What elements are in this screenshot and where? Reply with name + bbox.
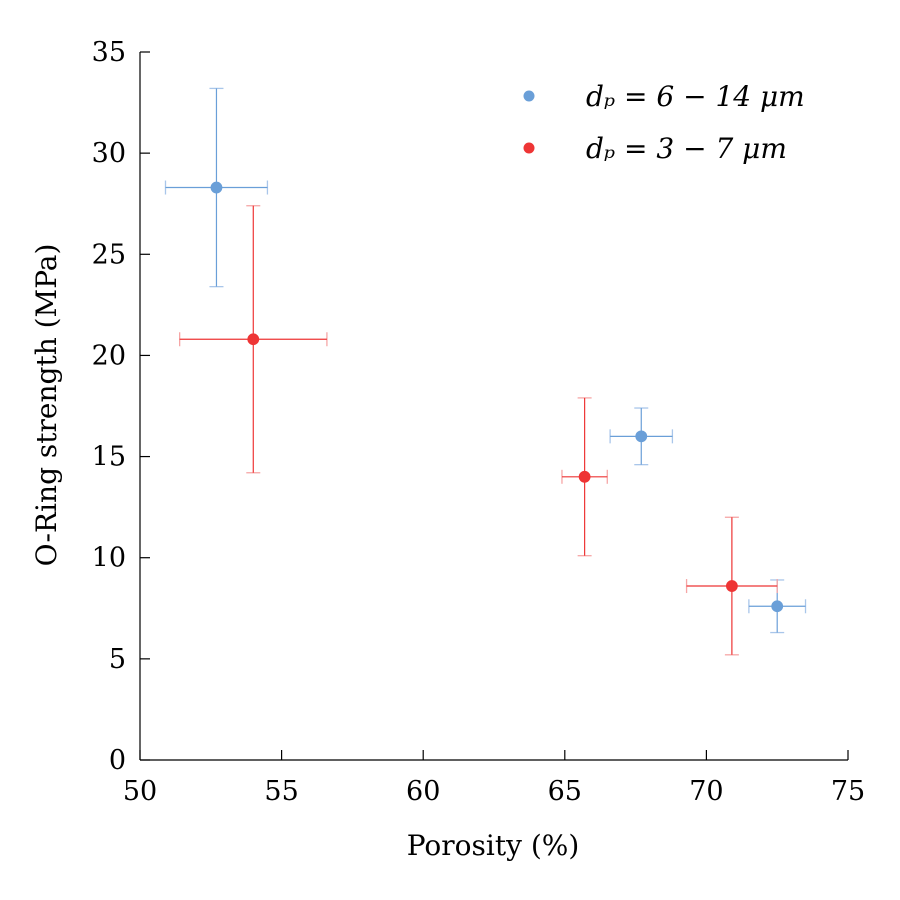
legend-label: dₚ = 3 − 7 μm [586, 132, 787, 165]
series-0 [164, 87, 807, 634]
y-axis-title: O-Ring strength (MPa) [30, 244, 63, 567]
x-tick-label: 60 [406, 776, 440, 807]
y-tick-label: 15 [92, 442, 126, 473]
data-point [635, 430, 648, 443]
legend-label: dₚ = 6 − 14 μm [586, 80, 805, 113]
x-tick-label: 65 [548, 776, 582, 807]
y-tick-label: 5 [109, 644, 126, 675]
x-tick-label: 55 [264, 776, 298, 807]
data-point [210, 181, 223, 194]
y-tick-label: 25 [92, 239, 126, 270]
series-1 [178, 205, 778, 656]
data-marks [164, 87, 807, 656]
legend-marker [523, 90, 535, 102]
x-axis-title: Porosity (%) [407, 829, 580, 862]
y-tick-label: 30 [92, 138, 126, 169]
x-tick-label: 70 [689, 776, 723, 807]
x-tick-label: 75 [831, 776, 865, 807]
y-tick-label: 10 [92, 543, 126, 574]
data-point [578, 470, 591, 483]
y-tick-label: 20 [92, 340, 126, 371]
legend-marker [523, 142, 535, 154]
data-point [771, 600, 784, 613]
data-point [725, 580, 738, 592]
data-point [247, 333, 260, 346]
y-tick-label: 0 [109, 745, 126, 776]
axes: 50 55 60 65 70 75 0 5 10 15 20 25 30 35 [92, 37, 866, 807]
x-tick-label: 50 [123, 776, 157, 807]
legend: dₚ = 6 − 14 μm dₚ = 3 − 7 μm [523, 80, 805, 165]
y-tick-label: 35 [92, 37, 126, 68]
